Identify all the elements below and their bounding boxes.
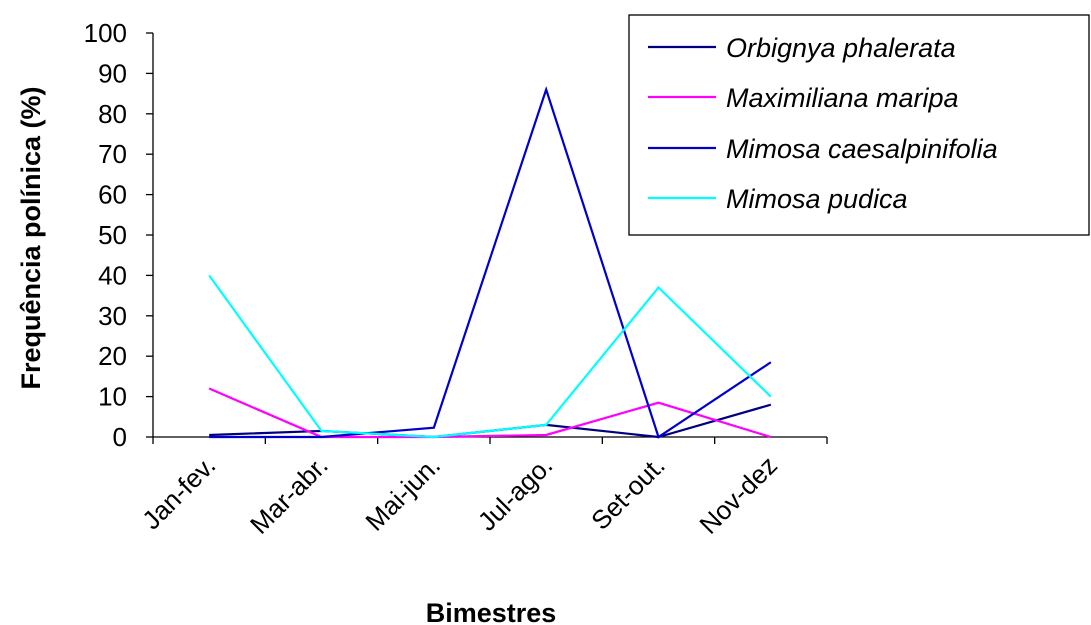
- y-axis-title: Frequência polínica (%): [16, 86, 46, 389]
- legend-label: Maximiliana maripa: [726, 83, 959, 113]
- x-tick-label: Mai-jun.: [359, 450, 446, 537]
- x-tick-label: Jan-fev.: [136, 450, 221, 535]
- y-tick-label: 80: [98, 99, 127, 129]
- series-line-3: [209, 86, 772, 439]
- legend-label: Mimosa caesalpinifolia: [726, 134, 998, 164]
- y-tick-label: 70: [98, 139, 127, 169]
- y-tick-label: 50: [98, 220, 127, 250]
- series-lines: [208, 86, 772, 439]
- legend-label: Mimosa pudica: [726, 184, 908, 214]
- x-ticks: Jan-fev. Mar-abr. Mai-jun. Jul-ago. Set-out.…: [136, 437, 828, 540]
- y-ticks: 0 10 20 30 40 50 60 70 80 90 100: [84, 18, 153, 452]
- y-tick-label: 10: [98, 382, 127, 412]
- y-tick-label: 40: [98, 260, 127, 290]
- series-line-4: [208, 274, 772, 439]
- series-line-2: [208, 387, 772, 439]
- y-tick-label: 30: [98, 301, 127, 331]
- y-tick-label: 90: [98, 58, 127, 88]
- series-line-1: [209, 403, 772, 439]
- y-tick-label: 60: [98, 180, 127, 210]
- y-tick-label: 0: [113, 422, 127, 452]
- x-tick-label: Set-out.: [585, 450, 671, 536]
- x-tick-label: Nov-dez: [693, 450, 783, 540]
- y-tick-label: 100: [84, 18, 127, 48]
- x-axis-title: Bimestres: [426, 598, 557, 625]
- legend: Orbignya phalerata Maximiliana maripa Mimo…: [628, 14, 1090, 236]
- x-tick-label: Jul-ago.: [472, 450, 559, 537]
- legend-label: Orbignya phalerata: [726, 33, 956, 63]
- y-tick-label: 20: [98, 341, 127, 371]
- x-tick-label: Mar-abr.: [244, 450, 334, 540]
